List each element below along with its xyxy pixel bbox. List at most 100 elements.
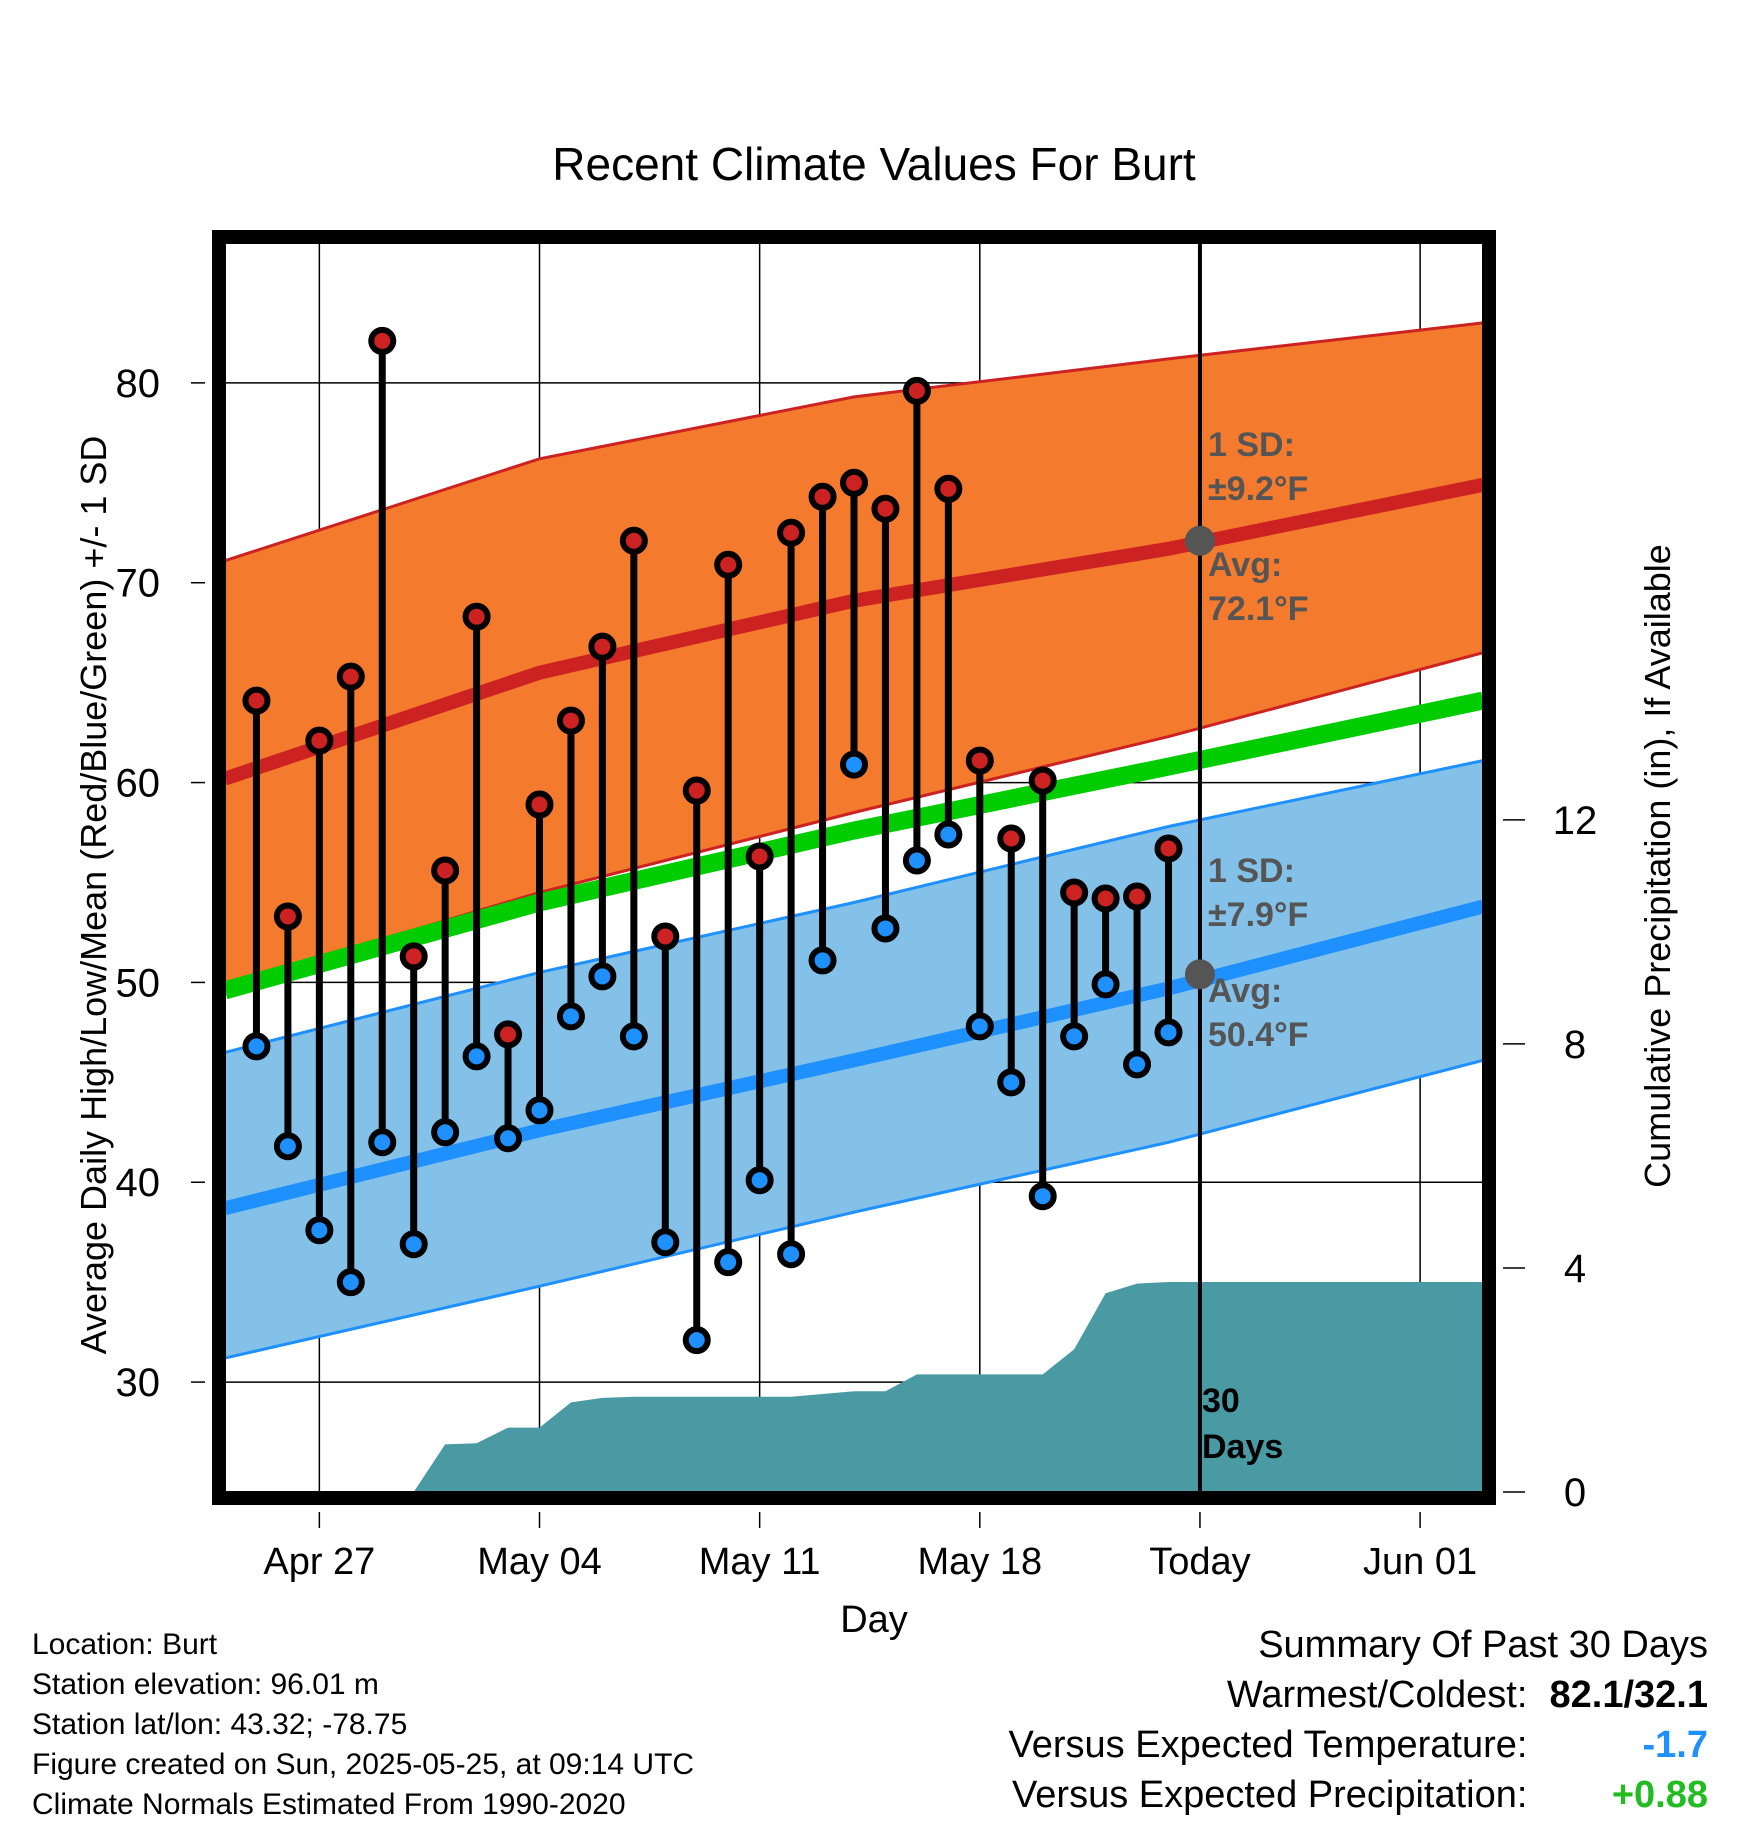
y2-tick-label: 0 — [1564, 1471, 1586, 1515]
x-tick-label: Jun 01 — [1363, 1541, 1477, 1583]
observed-low-point — [619, 1022, 648, 1051]
observed-low-point — [556, 1002, 585, 1031]
created-text: Figure created on Sun, 2025-05-25, at 09… — [32, 1748, 695, 1781]
y2-tick-label: 8 — [1564, 1023, 1586, 1067]
x-tick-label: Today — [1149, 1541, 1250, 1583]
observed-high-point — [1060, 878, 1089, 907]
warmest-value: 82.1/32.1 — [1549, 1674, 1708, 1716]
observed-low-point — [651, 1228, 680, 1257]
observed-low-point — [588, 962, 617, 991]
observed-low-point — [242, 1032, 271, 1061]
y-axis-label-right: Cumulative Precipitation (in), If Availa… — [1637, 544, 1678, 1188]
observed-high-point — [242, 686, 271, 715]
observed-high-point — [556, 706, 585, 735]
high-sd-label: 1 SD: — [1208, 426, 1295, 464]
location-text: Location: Burt — [32, 1628, 218, 1661]
low-sd-value: ±7.9°F — [1208, 896, 1308, 934]
observed-low-point — [1154, 1018, 1183, 1047]
observed-high-point — [588, 632, 617, 661]
latlon-text: Station lat/lon: 43.32; -78.75 — [32, 1708, 408, 1741]
station-info: Location: Burt Station elevation: 96.01 … — [32, 1625, 694, 1825]
observed-low-point — [525, 1096, 554, 1125]
days-label: Days — [1202, 1428, 1283, 1466]
observed-high-point — [808, 482, 837, 511]
low-avg-marker — [1184, 959, 1215, 990]
plot-frame — [212, 230, 1496, 1505]
observed-low-point — [777, 1240, 806, 1269]
x-tick-label: May 11 — [699, 1541, 821, 1583]
observed-high-point — [934, 474, 963, 503]
high-avg-label: Avg: — [1208, 546, 1282, 584]
observed-high-point — [619, 526, 648, 555]
summary-panel: Summary Of Past 30 Days Warmest/Coldest:… — [1009, 1620, 1708, 1820]
observed-low-point — [462, 1042, 491, 1071]
observed-high-point — [840, 468, 868, 497]
observed-low-point — [714, 1248, 743, 1277]
x-tick-label: May 04 — [477, 1541, 602, 1583]
summary-title: Summary Of Past 30 Days — [1258, 1624, 1708, 1666]
y-tick-label: 50 — [116, 961, 161, 1005]
y-tick-label: 70 — [116, 562, 161, 606]
observed-high-point — [871, 494, 900, 523]
observed-high-point — [902, 376, 931, 405]
y2-tick-label: 4 — [1564, 1247, 1586, 1291]
observed-low-point — [840, 750, 868, 779]
low-band-lower-edge — [225, 1058, 1483, 1360]
observed-low-point — [965, 1012, 994, 1041]
precip-label: Versus Expected Precipitation: — [1012, 1774, 1528, 1816]
temp-value: -1.7 — [1642, 1724, 1708, 1766]
observed-low-point — [997, 1068, 1026, 1097]
observed-low-point — [745, 1166, 774, 1195]
summary-precip-row: Versus Expected Precipitation: +0.88 — [1009, 1770, 1708, 1820]
low-avg-label: Avg: — [1208, 972, 1282, 1010]
high-sd-value: ±9.2°F — [1208, 470, 1308, 508]
observed-high-point — [336, 662, 365, 691]
high-avg-value: 72.1°F — [1208, 590, 1309, 628]
observed-high-point — [714, 550, 743, 579]
x-axis-label: Day — [840, 1599, 908, 1641]
observed-high-point — [1028, 766, 1057, 795]
y-tick-label: 40 — [116, 1161, 161, 1205]
observed-high-point — [273, 902, 302, 931]
y-tick-label: 30 — [116, 1361, 161, 1405]
observed-low-point — [934, 820, 963, 849]
y-tick-label: 80 — [116, 362, 161, 406]
normal-mean-line — [225, 691, 1483, 1000]
observed-low-point — [808, 946, 837, 975]
observed-high-point — [965, 746, 994, 775]
observed-high-point — [997, 824, 1026, 853]
observed-high-point — [682, 776, 711, 805]
observed-high-point — [525, 790, 554, 819]
low-sd-label: 1 SD: — [1208, 852, 1295, 890]
high-avg-marker — [1184, 525, 1215, 556]
observed-low-point — [902, 846, 931, 875]
plot-area — [225, 243, 1483, 1492]
y-axis-label-left: Average Daily High/Low/Mean (Red/Blue/Gr… — [73, 436, 114, 1355]
low-band-upper-edge — [225, 759, 1483, 1054]
observed-low-point — [1028, 1182, 1057, 1211]
observed-high-point — [651, 922, 680, 951]
temp-label: Versus Expected Temperature: — [1008, 1724, 1528, 1766]
normals-text: Climate Normals Estimated From 1990-2020 — [32, 1788, 626, 1821]
observed-high-point — [305, 726, 334, 755]
observed-high-point — [745, 842, 774, 871]
observed-low-point — [368, 1128, 397, 1157]
observed-high-point — [399, 942, 428, 971]
observed-low-point — [682, 1326, 711, 1355]
observed-low-point — [1060, 1022, 1089, 1051]
observed-low-point — [431, 1118, 460, 1147]
observed-low-point — [494, 1124, 523, 1153]
observed-high-point — [1091, 884, 1120, 913]
observed-low-point — [305, 1216, 334, 1245]
summary-temp-row: Versus Expected Temperature: -1.7 — [1009, 1720, 1708, 1770]
elevation-text: Station elevation: 96.01 m — [32, 1668, 379, 1701]
precip-value: +0.88 — [1611, 1774, 1708, 1816]
observed-high-point — [1154, 834, 1183, 863]
observed-high-point — [431, 856, 460, 885]
days-count: 30 — [1202, 1382, 1240, 1420]
observed-high-point — [462, 602, 491, 631]
y2-tick-label: 12 — [1553, 799, 1598, 843]
warmest-label: Warmest/Coldest: — [1226, 1674, 1528, 1716]
normal-low-line — [225, 899, 1483, 1215]
